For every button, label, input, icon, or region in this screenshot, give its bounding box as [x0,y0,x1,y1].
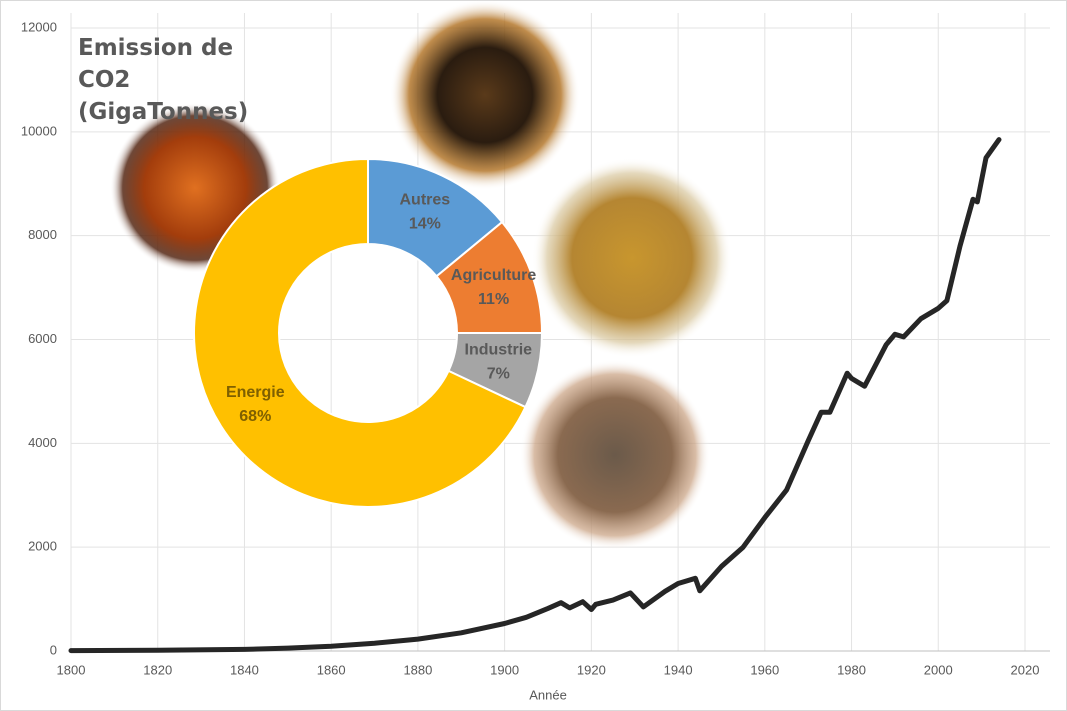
x-tick-label: 1900 [490,662,519,677]
y-tick-label: 6000 [28,331,57,346]
x-tick-label: 1880 [403,662,432,677]
y-tick-label: 4000 [28,435,57,450]
slice-label: Agriculture [451,267,536,284]
harvest-photo [532,158,732,358]
x-tick-label: 1920 [577,662,606,677]
refinery-photo [520,360,710,550]
x-tick-label: 1960 [750,662,779,677]
slice-value-label: 11% [478,291,509,308]
slice-label: Autres [399,191,450,208]
slice-value-label: 14% [409,215,441,232]
x-tick-label: 1860 [317,662,346,677]
slice-label: Energie [226,384,285,401]
x-axis-label: Année [529,687,567,702]
x-tick-label: 1940 [664,662,693,677]
slice-label: Industrie [465,341,533,358]
smoke-photo [390,0,580,190]
y-tick-label: 10000 [21,123,57,138]
y-tick-label: 0 [50,642,57,657]
y-tick-label: 12000 [21,19,57,34]
donut-slice [193,157,527,508]
x-tick-label: 1980 [837,662,866,677]
line-series [68,137,1002,654]
chart-title: Emission de CO2 (GigaTonnes) [78,35,249,125]
y-tick-label: 2000 [28,539,57,554]
x-tick-label: 2000 [924,662,953,677]
x-tick-label: 1840 [230,662,259,677]
x-tick-label: 2020 [1011,662,1040,677]
y-tick-label: 8000 [28,227,57,242]
x-tick-label: 1800 [57,662,86,677]
x-tick-label: 1820 [143,662,172,677]
slice-value-label: 68% [239,408,271,425]
slice-value-label: 7% [487,365,510,382]
